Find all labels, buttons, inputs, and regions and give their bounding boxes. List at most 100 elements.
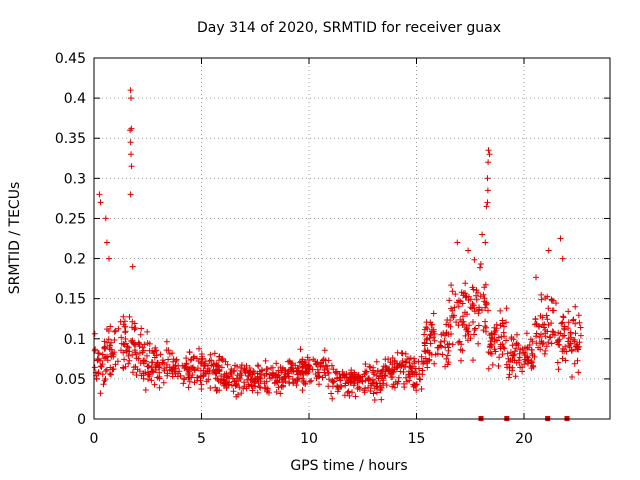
- data-point: [267, 375, 273, 382]
- data-point: [431, 360, 438, 367]
- data-point: [445, 322, 452, 329]
- data-point: [373, 358, 380, 365]
- data-point: [543, 343, 550, 350]
- data-point: [469, 305, 476, 312]
- data-point: [406, 368, 412, 375]
- data-point: [277, 364, 284, 371]
- data-point: [205, 362, 212, 369]
- data-point: [475, 340, 482, 347]
- data-point: [101, 338, 108, 345]
- data-point: [400, 369, 407, 375]
- data-point: [554, 339, 561, 346]
- data-point: [128, 163, 135, 170]
- data-point: [236, 374, 243, 381]
- data-point: [174, 373, 181, 380]
- data-point: [155, 364, 162, 371]
- data-point: [530, 362, 536, 369]
- data-point: [186, 378, 193, 385]
- data-point: [427, 332, 434, 339]
- data-point: [218, 373, 224, 379]
- data-point: [186, 349, 193, 356]
- data-point: [149, 368, 156, 375]
- data-point: [308, 377, 315, 384]
- data-point: [133, 355, 140, 362]
- data-point: [421, 348, 428, 354]
- data-point: [218, 364, 225, 371]
- data-point: [137, 331, 144, 338]
- data-point: [465, 247, 472, 254]
- data-point: [189, 365, 196, 371]
- data-point: [374, 383, 381, 390]
- data-point: [485, 365, 492, 372]
- data-point: [138, 325, 145, 332]
- data-point: [512, 373, 519, 380]
- data-point: [550, 307, 557, 314]
- data-point: [339, 368, 346, 375]
- data-point: [482, 304, 489, 311]
- data-point: [526, 342, 533, 348]
- y-tick-label: 0.1: [64, 332, 86, 348]
- data-point: [365, 377, 372, 384]
- data-point: [125, 344, 132, 351]
- data-point: [334, 374, 341, 381]
- data-point: [554, 359, 561, 366]
- data-point: [533, 330, 540, 337]
- data-point: [126, 313, 133, 320]
- data-point: [421, 331, 428, 338]
- data-point: [510, 352, 517, 359]
- data-point: [261, 380, 268, 387]
- data-point: [431, 337, 438, 344]
- y-tick-label: 0.05: [55, 372, 86, 388]
- data-point: [149, 359, 156, 366]
- data-point: [131, 326, 138, 333]
- data-point: [470, 286, 477, 293]
- data-point: [361, 387, 368, 394]
- data-point: [156, 373, 163, 380]
- data-point: [123, 348, 130, 355]
- data-point: [576, 339, 583, 346]
- y-tick-label: 0.3: [64, 171, 86, 187]
- data-point: [320, 356, 327, 363]
- data-point: [131, 320, 138, 327]
- data-point: [163, 347, 170, 354]
- data-point: [108, 371, 114, 378]
- data-point: [306, 362, 313, 369]
- data-point: [406, 359, 413, 366]
- data-point: [151, 381, 158, 388]
- data-point: [423, 319, 430, 326]
- data-point: [538, 296, 545, 303]
- data-point: [500, 329, 507, 336]
- data-point: [194, 374, 201, 381]
- data-point: [241, 379, 248, 386]
- data-point: [492, 327, 499, 334]
- data-point: [495, 363, 502, 369]
- data-point: [99, 351, 106, 358]
- data-point: [480, 291, 487, 298]
- data-point: [337, 377, 344, 384]
- data-point: [487, 338, 494, 345]
- data-point: [477, 261, 484, 267]
- data-point: [514, 331, 520, 338]
- data-point: [482, 323, 489, 330]
- data-point: [577, 332, 584, 339]
- data-point: [548, 340, 555, 347]
- data-point: [543, 312, 550, 319]
- data-point: [484, 199, 491, 206]
- data-point: [462, 309, 468, 316]
- x-tick-label: 15: [408, 431, 426, 447]
- data-point: [402, 350, 409, 357]
- x-tick-label: 5: [197, 431, 206, 447]
- data-point: [294, 378, 301, 385]
- data-point: [499, 320, 506, 327]
- data-point: [493, 321, 500, 328]
- data-point: [110, 353, 117, 360]
- data-point: [102, 215, 109, 222]
- data-point: [412, 383, 419, 389]
- data-point: [486, 343, 493, 350]
- data-point: [355, 384, 362, 391]
- data-point: [296, 359, 303, 366]
- data-point: [145, 371, 152, 378]
- data-point: [471, 331, 477, 338]
- data-point: [186, 366, 193, 373]
